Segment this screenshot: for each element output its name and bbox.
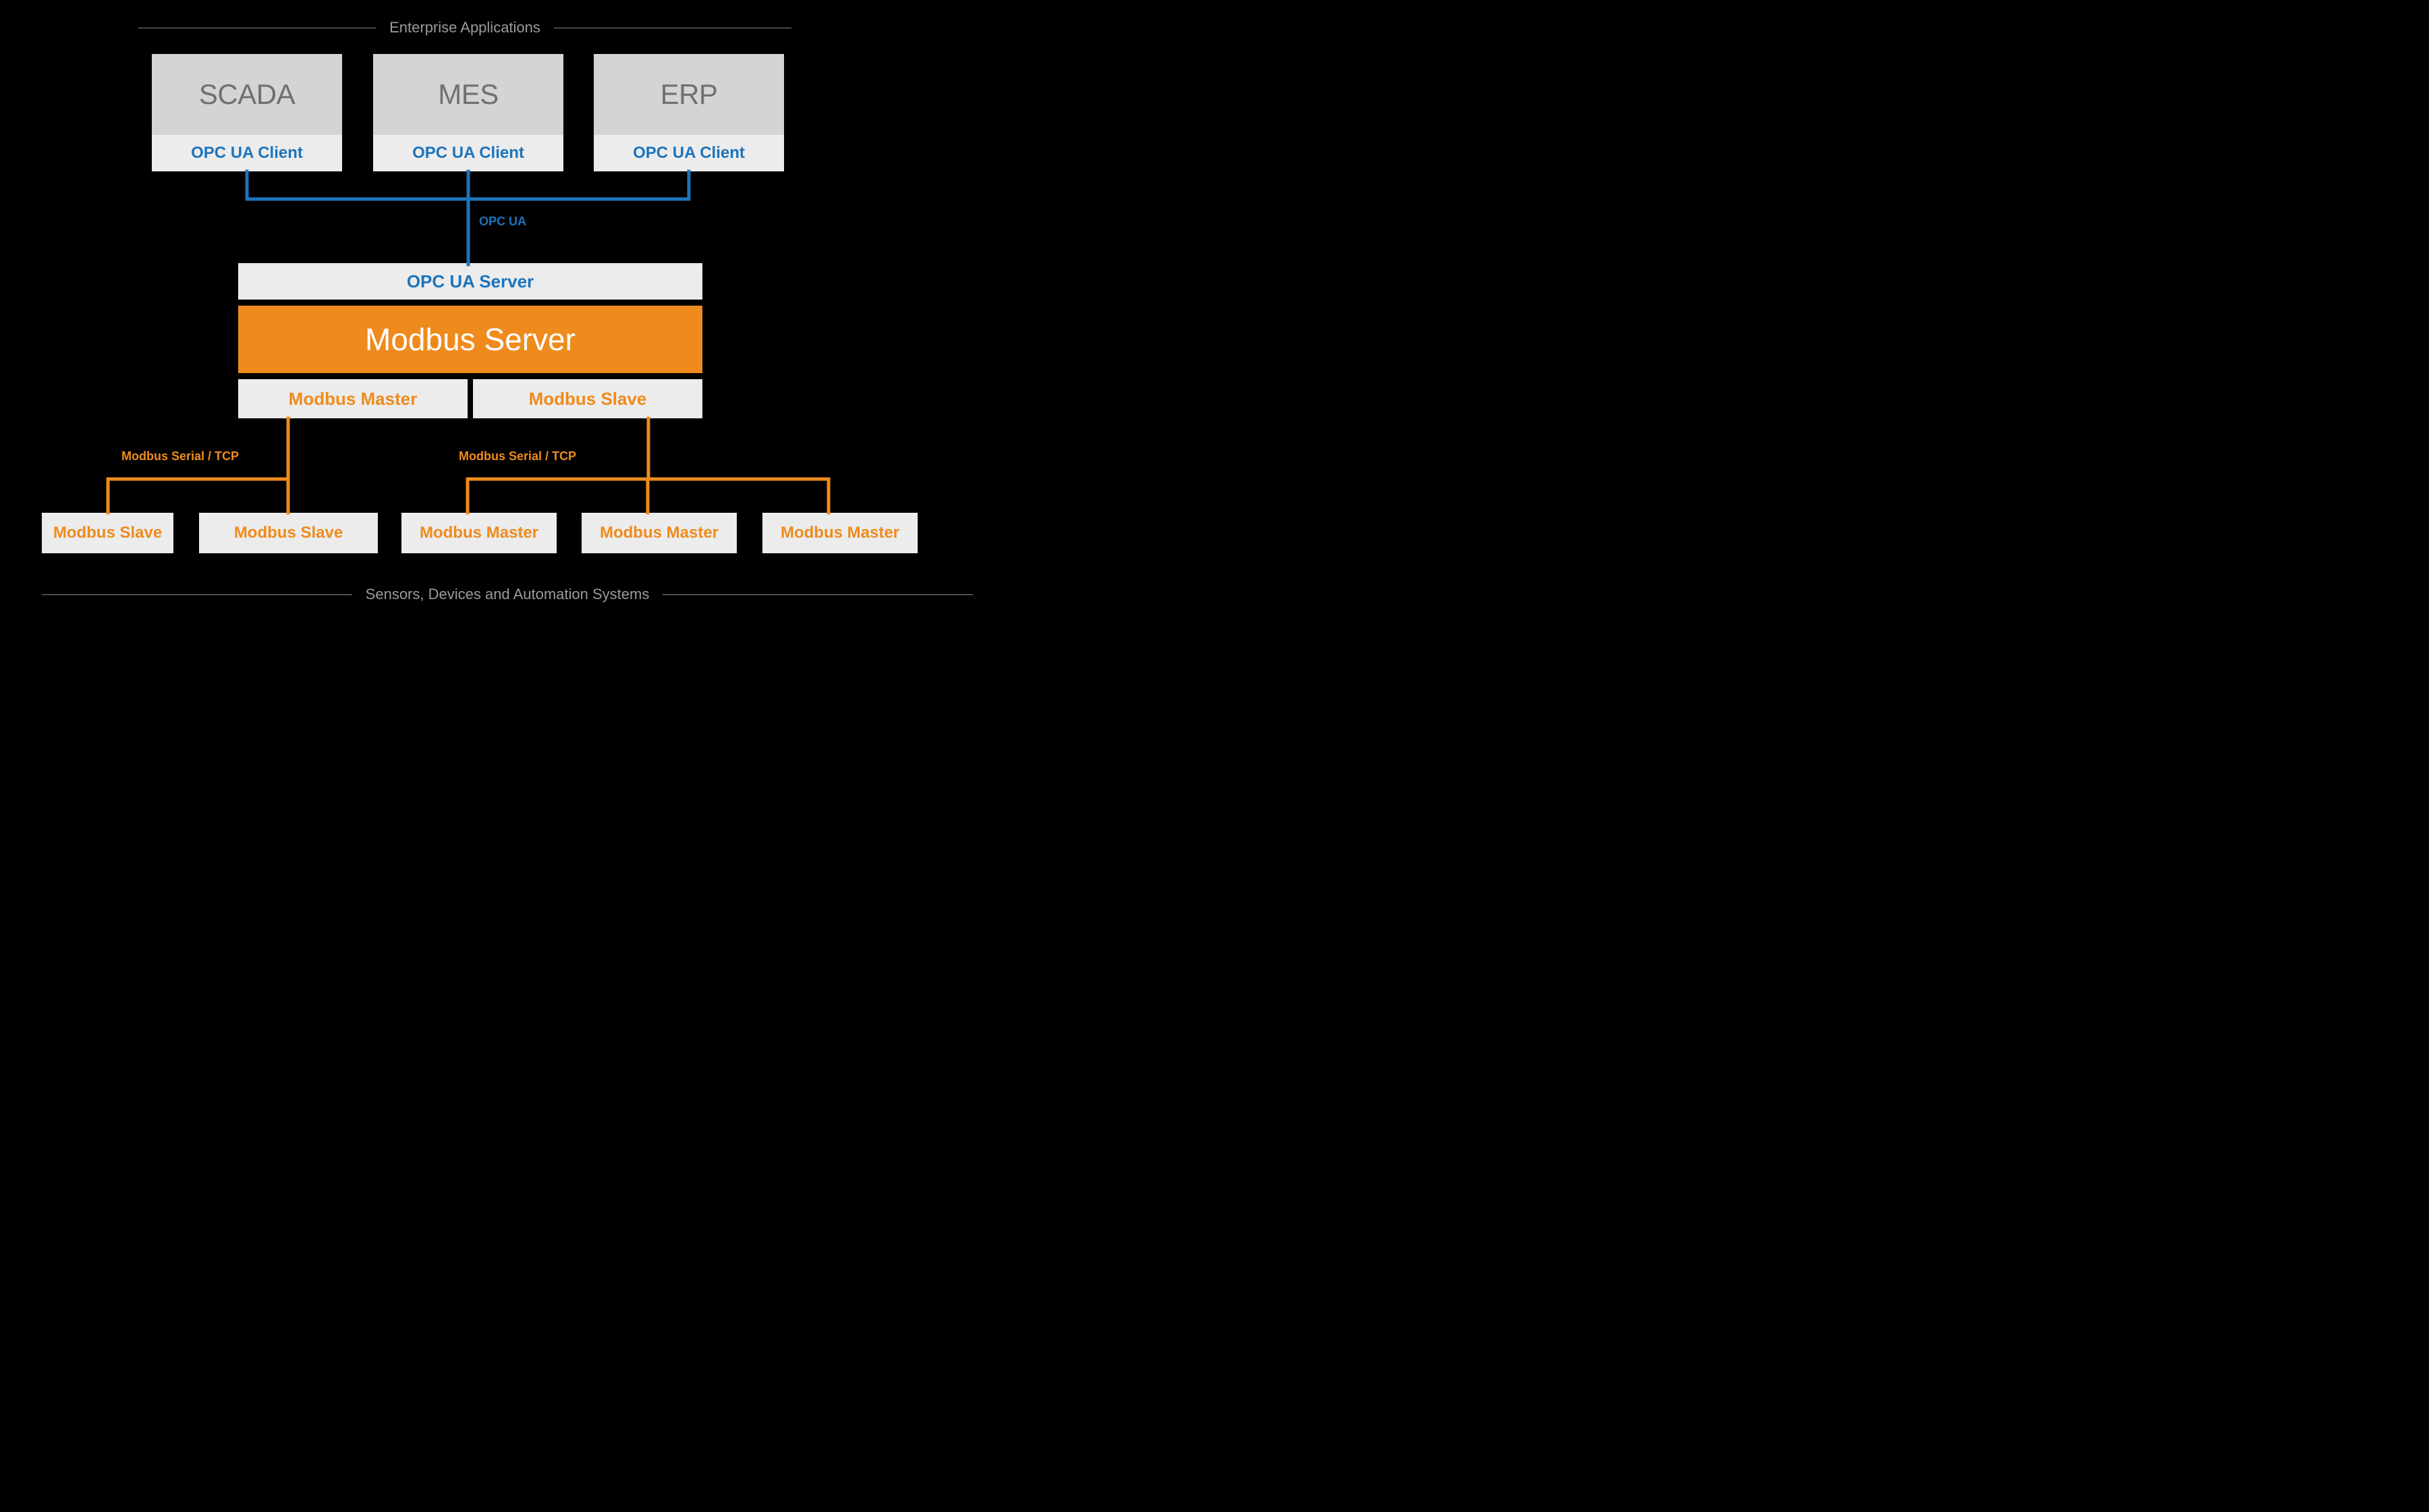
app-sub: OPC UA Client (373, 135, 563, 171)
device-box: Modbus Slave (199, 513, 378, 553)
device-box: Modbus Master (401, 513, 557, 553)
app-title: SCADA (152, 54, 342, 135)
architecture-diagram: Enterprise Applications SCADA OPC UA Cli… (0, 0, 1012, 630)
app-title: ERP (594, 54, 784, 135)
divider-line (42, 594, 352, 595)
connector-label-opc-ua: OPC UA (479, 215, 526, 229)
divider-line (663, 594, 973, 595)
connector-label-modbus-left: Modbus Serial / TCP (121, 449, 239, 464)
connector-label-modbus-right: Modbus Serial / TCP (459, 449, 576, 464)
app-box-mes: MES OPC UA Client (373, 54, 563, 171)
section-header-bottom: Sensors, Devices and Automation Systems (42, 586, 973, 603)
device-box: Modbus Master (762, 513, 918, 553)
app-box-erp: ERP OPC UA Client (594, 54, 784, 171)
device-box: Modbus Slave (42, 513, 173, 553)
section-label: Sensors, Devices and Automation Systems (366, 586, 650, 603)
section-header-top: Enterprise Applications (138, 19, 791, 36)
app-title: MES (373, 54, 563, 135)
modbus-master-box: Modbus Master (238, 379, 468, 418)
section-label: Enterprise Applications (389, 19, 540, 36)
modbus-slave-box: Modbus Slave (473, 379, 702, 418)
app-sub: OPC UA Client (152, 135, 342, 171)
device-box: Modbus Master (582, 513, 737, 553)
modbus-server-box: Modbus Server (238, 306, 702, 373)
app-box-scada: SCADA OPC UA Client (152, 54, 342, 171)
opc-ua-server-box: OPC UA Server (238, 263, 702, 300)
app-sub: OPC UA Client (594, 135, 784, 171)
